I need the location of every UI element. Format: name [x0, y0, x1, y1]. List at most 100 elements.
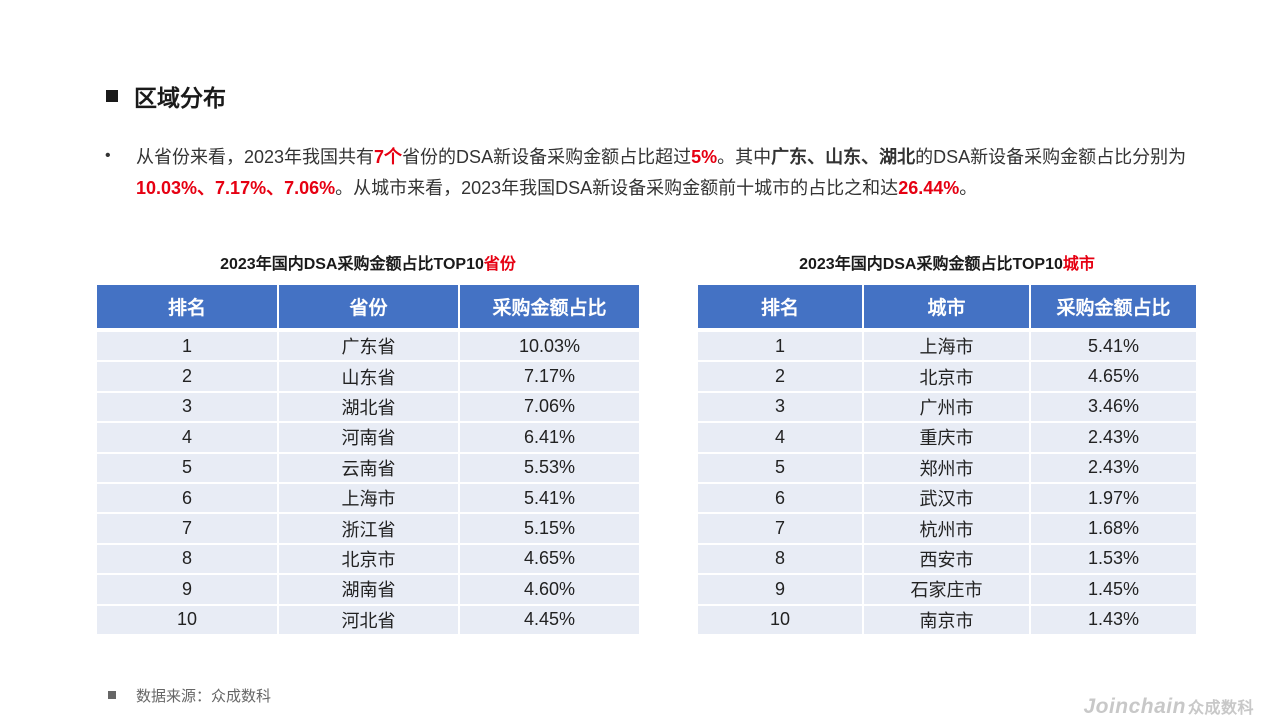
province-table-row: 2 山东省 7.17%: [97, 360, 639, 392]
province-table-header-row: 排名 省份 采购金额占比: [97, 285, 639, 330]
city-table-cell: 2: [698, 360, 864, 392]
city-table-title: 2023年国内DSA采购金额占比TOP10城市: [698, 250, 1196, 276]
logo-text-en: Joinchain: [1083, 695, 1186, 718]
province-table-title-highlight: 省份: [483, 256, 516, 273]
city-table-cell: 1.45%: [1030, 573, 1196, 605]
city-table-row: 8 西安市 1.53%: [698, 542, 1196, 575]
city-table-cell: 西安市: [863, 542, 1031, 575]
city-table-row: 7 杭州市 1.68%: [698, 512, 1196, 544]
province-table-cell: 4.45%: [459, 603, 639, 634]
city-table-cell: 10: [698, 603, 864, 634]
province-table-cell: 10.03%: [459, 327, 639, 362]
logo-text-cn: 众成数科: [1187, 700, 1254, 717]
province-table-cell: 7.06%: [459, 390, 639, 423]
city-table-cell: 3: [698, 390, 864, 423]
province-table-cell: 10: [97, 603, 279, 634]
summary-text-3: 。其中: [717, 147, 772, 167]
summary-text-6: 。: [959, 178, 978, 198]
city-table-row: 5 郑州市 2.43%: [698, 451, 1196, 483]
province-table-cell: 7.17%: [459, 360, 639, 392]
city-table-cell: 北京市: [863, 360, 1031, 392]
province-table-cell: 4.60%: [459, 573, 639, 605]
summary-text-1: 从省份来看，2023年我国共有: [136, 147, 375, 167]
province-table-cell: 河南省: [278, 421, 460, 453]
city-table-cell: 8: [698, 542, 864, 575]
summary-city-total: 26.44%: [898, 178, 960, 198]
province-table-cell: 6.41%: [459, 421, 639, 453]
province-table-cell: 7: [97, 512, 279, 544]
city-table-header-cell: 城市: [863, 285, 1031, 330]
province-table-cell: 4: [97, 421, 279, 453]
city-table-cell: 1.53%: [1030, 542, 1196, 575]
section-title-text: 区域分布: [134, 85, 226, 111]
province-table-cell: 1: [97, 327, 279, 362]
province-table-cell: 广东省: [278, 327, 460, 362]
province-table: 排名 省份 采购金额占比 1 广东省 10.03% 2 山东省 7.17% 3 湖北省 7.06% 4…: [97, 285, 639, 634]
city-table-cell: 1.43%: [1030, 603, 1196, 634]
province-table-row: 8 北京市 4.65%: [97, 542, 639, 575]
city-table-cell: 南京市: [863, 603, 1031, 634]
city-table-cell: 2.43%: [1030, 451, 1196, 483]
province-table-header-cell: 采购金额占比: [459, 285, 639, 330]
province-table-title: 2023年国内DSA采购金额占比TOP10省份: [97, 250, 639, 276]
city-table-row: 2 北京市 4.65%: [698, 360, 1196, 392]
province-table-cell: 2: [97, 360, 279, 392]
province-table-row: 4 河南省 6.41%: [97, 421, 639, 453]
section-title: 区域分布: [106, 80, 226, 112]
province-table-cell: 3: [97, 390, 279, 423]
city-table-cell: 1.97%: [1030, 481, 1196, 514]
joinchain-logo: Joinchain 众成数科: [1083, 694, 1254, 719]
province-table-cell: 浙江省: [278, 512, 460, 544]
summary-text-5: 。从城市来看，2023年我国DSA新设备采购金额前十城市的占比之和达: [335, 178, 899, 198]
city-table-cell: 郑州市: [863, 451, 1031, 483]
city-table-cell: 上海市: [863, 327, 1031, 362]
city-table-cell: 广州市: [863, 390, 1031, 423]
province-table-cell: 6: [97, 481, 279, 514]
summary-top-provinces: 广东、山东、湖北: [771, 147, 916, 167]
province-table-row: 3 湖北省 7.06%: [97, 390, 639, 423]
province-table-cell: 5.15%: [459, 512, 639, 544]
city-table-body: 1 上海市 5.41% 2 北京市 4.65% 3 广州市 3.46% 4 重庆市 2.43% 5 郑州市…: [698, 327, 1196, 634]
city-table-cell: 石家庄市: [863, 573, 1031, 605]
summary-text-4: 的DSA新设备采购金额占比分别为: [915, 147, 1187, 167]
province-table-cell: 湖北省: [278, 390, 460, 423]
province-table-title-prefix: 2023年国内DSA采购金额占比TOP10: [220, 256, 484, 273]
province-table-cell: 湖南省: [278, 573, 460, 605]
province-table-cell: 北京市: [278, 542, 460, 575]
province-table-cell: 5.41%: [459, 481, 639, 514]
data-source-text: 数据来源：众成数科: [136, 687, 272, 705]
province-table-row: 6 上海市 5.41%: [97, 481, 639, 514]
city-table-row: 1 上海市 5.41%: [698, 327, 1196, 362]
province-table-row: 10 河北省 4.45%: [97, 603, 639, 634]
summary-paragraph: 从省份来看，2023年我国共有7个省份的DSA新设备采购金额占比超过5%。其中广…: [136, 142, 1206, 204]
city-table-header-cell: 采购金额占比: [1030, 285, 1196, 330]
province-table-row: 1 广东省 10.03%: [97, 327, 639, 362]
city-table-row: 4 重庆市 2.43%: [698, 421, 1196, 453]
province-table-cell: 5.53%: [459, 451, 639, 483]
province-table-header-cell: 排名: [97, 285, 279, 330]
city-table-row: 6 武汉市 1.97%: [698, 481, 1196, 514]
city-table-cell: 2.43%: [1030, 421, 1196, 453]
city-table-cell: 4: [698, 421, 864, 453]
city-table-cell: 1: [698, 327, 864, 362]
city-table-title-prefix: 2023年国内DSA采购金额占比TOP10: [799, 256, 1063, 273]
summary-text-2: 省份的DSA新设备采购金额占比超过: [402, 147, 692, 167]
city-table-cell: 4.65%: [1030, 360, 1196, 392]
province-table-row: 7 浙江省 5.15%: [97, 512, 639, 544]
summary-top-values: 10.03%、7.17%、7.06%: [136, 178, 336, 198]
city-table-cell: 杭州市: [863, 512, 1031, 544]
province-table-cell: 4.65%: [459, 542, 639, 575]
city-table-row: 9 石家庄市 1.45%: [698, 573, 1196, 605]
province-table-header-cell: 省份: [278, 285, 460, 330]
province-table-row: 5 云南省 5.53%: [97, 451, 639, 483]
province-table-cell: 上海市: [278, 481, 460, 514]
city-table-cell: 武汉市: [863, 481, 1031, 514]
square-bullet-icon: [108, 691, 116, 699]
province-table-cell: 山东省: [278, 360, 460, 392]
province-table-body: 1 广东省 10.03% 2 山东省 7.17% 3 湖北省 7.06% 4 河南省 6.41% 5 云南…: [97, 327, 639, 634]
city-table-header-cell: 排名: [698, 285, 864, 330]
bullet-dot-icon: •: [105, 147, 111, 164]
city-table-row: 10 南京市 1.43%: [698, 603, 1196, 634]
city-table-cell: 6: [698, 481, 864, 514]
data-source: 数据来源：众成数科: [108, 685, 271, 705]
